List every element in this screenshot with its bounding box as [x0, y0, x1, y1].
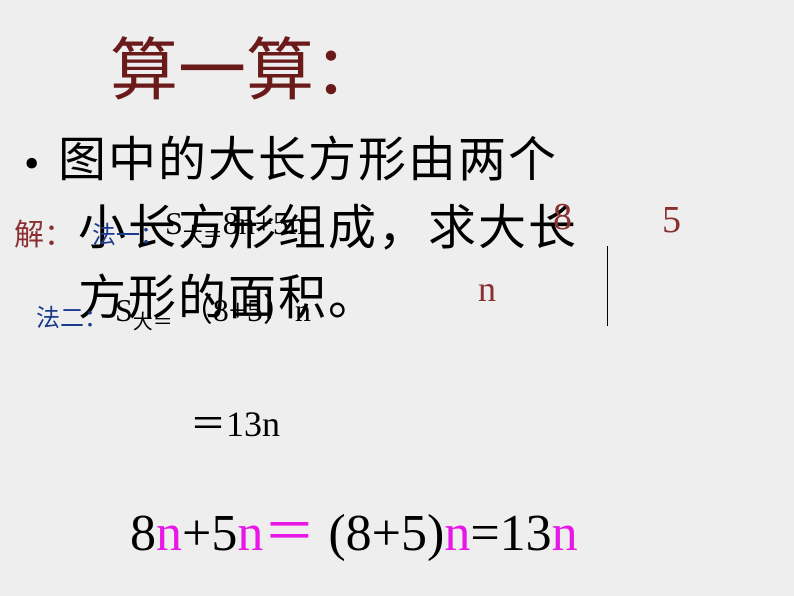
diagram-label-8: 8 — [553, 195, 572, 239]
eq-part-plus5: +5 — [182, 505, 237, 562]
expr-sub: 大＝ — [183, 224, 223, 246]
expr-S2: S — [115, 292, 133, 328]
eq-part-n2: n — [237, 505, 263, 562]
slide-title: 算一算： — [110, 15, 382, 114]
bullet-marker: • — [24, 138, 39, 189]
eq-part-n3: n — [444, 505, 470, 562]
method2-label: 法二： — [36, 298, 108, 333]
diagram-divider-line — [607, 246, 608, 326]
diagram-label-n: n — [478, 268, 496, 310]
eq-part-n4: n — [552, 505, 578, 562]
expr-post2: （8+5）n — [173, 292, 311, 328]
body-text-line1: 图中的大长方形由两个 — [58, 120, 558, 190]
method1-label: 法一： — [92, 215, 164, 250]
bottom-equation: 8n+5n ＝ (8+5)n=13n — [130, 490, 578, 565]
expr-S: S — [165, 205, 183, 241]
eq-part-8: 8 — [130, 505, 156, 562]
result-13n: ＝13n — [190, 395, 280, 447]
expr-sub2: 大＝ — [133, 311, 173, 333]
method1-expression: S大＝8n+5n — [165, 205, 305, 247]
eq-part-n1: n — [156, 505, 182, 562]
eq-part-85: (8+5) — [315, 505, 444, 562]
eq-part-13: =13 — [470, 505, 551, 562]
eq-part-equals: ＝ — [263, 490, 315, 565]
solution-label: 解： — [14, 210, 74, 254]
expr-post: 8n+5n — [223, 205, 305, 241]
method2-expression: S大＝ （8+5）n — [115, 285, 311, 334]
diagram-label-5: 5 — [662, 198, 681, 242]
